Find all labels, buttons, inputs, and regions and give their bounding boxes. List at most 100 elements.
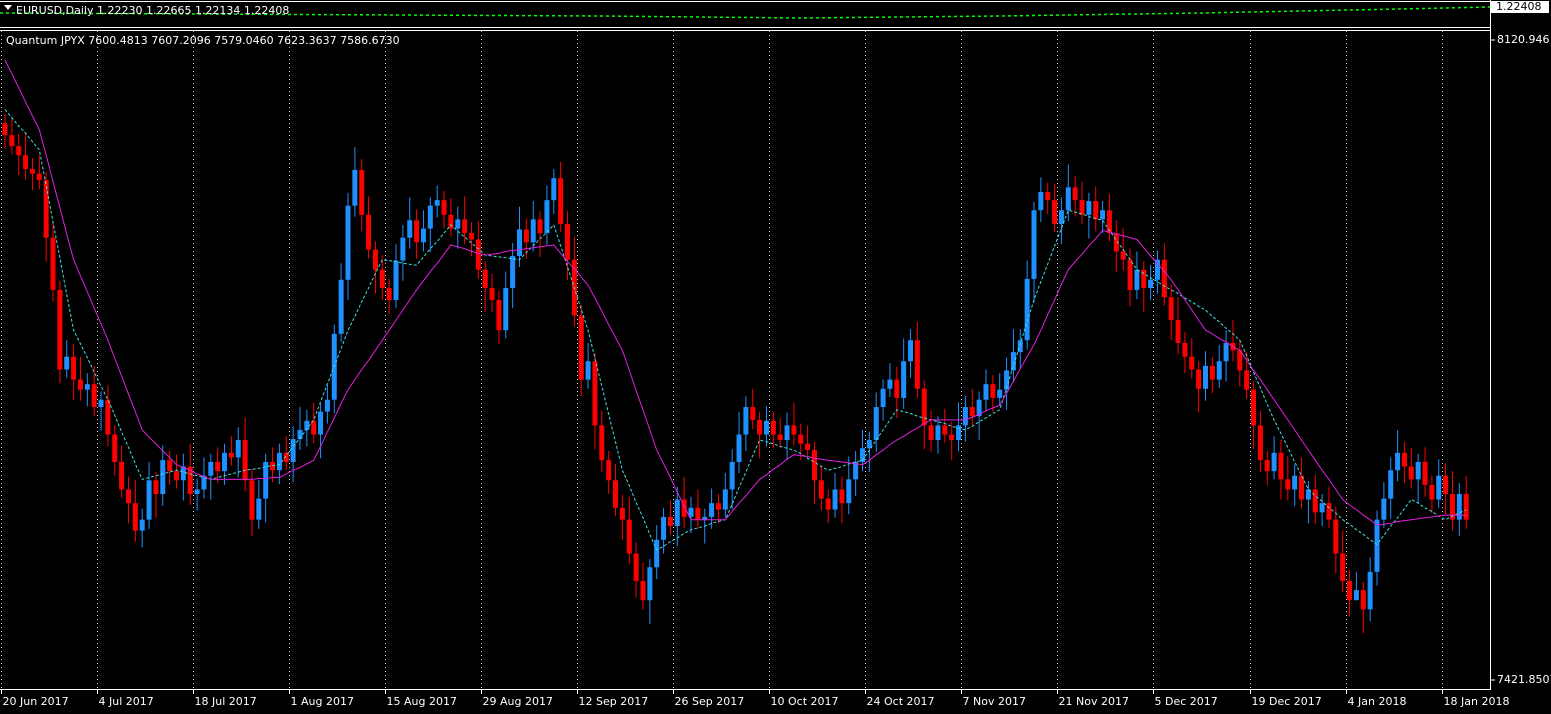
candle-body — [448, 214, 454, 229]
candle-body — [1367, 571, 1373, 610]
candle-body — [208, 461, 214, 476]
candle-body — [695, 507, 701, 520]
candle-body — [626, 519, 632, 554]
candle-body — [1415, 461, 1421, 480]
candle-body — [352, 169, 358, 206]
candle-body — [318, 411, 324, 435]
candle-body — [455, 219, 461, 229]
candle-body — [873, 407, 879, 441]
candle-body — [496, 299, 502, 331]
candle-body — [811, 450, 817, 481]
candle-body — [276, 452, 282, 471]
candle-body — [1374, 519, 1380, 572]
candle-body — [366, 214, 372, 250]
candle-body — [1106, 210, 1112, 234]
candle-body — [84, 384, 90, 390]
candle-body — [1209, 365, 1215, 380]
x-tick-label: 4 Jul 2017 — [99, 695, 154, 708]
candle-body — [709, 503, 715, 517]
candle-body — [880, 388, 886, 408]
candle-body — [324, 399, 330, 412]
candle-body — [846, 479, 852, 504]
moving-average-line — [4, 59, 1467, 526]
candle-body — [1436, 475, 1442, 500]
candle-body — [304, 420, 310, 430]
candle-body — [2, 123, 8, 136]
x-tick-label: 18 Jul 2017 — [195, 695, 257, 708]
y-tick-label: 7421.8507 — [1497, 673, 1551, 686]
candle-body — [187, 466, 193, 495]
candle-body — [43, 180, 49, 238]
candle-body — [688, 507, 694, 517]
candle-body — [640, 580, 646, 601]
candle-body — [1388, 470, 1394, 499]
candle-body — [1100, 210, 1106, 220]
candle-body — [1305, 489, 1311, 500]
candle-body — [1052, 200, 1058, 224]
candle-body — [702, 516, 708, 520]
candle-body — [1381, 498, 1387, 520]
candle-body — [976, 399, 982, 417]
candle-body — [1395, 452, 1401, 471]
candle-body — [1045, 191, 1051, 201]
candle-body — [894, 379, 900, 398]
candle-body — [77, 379, 83, 390]
x-tick-label: 15 Aug 2017 — [387, 695, 457, 708]
candle-body — [228, 452, 234, 458]
candle-body — [1038, 191, 1044, 211]
candle-body — [160, 460, 166, 495]
candle-body — [537, 219, 543, 234]
candle-body — [64, 356, 70, 370]
candle-body — [1182, 342, 1188, 357]
candle-body — [921, 388, 927, 426]
candle-body — [551, 178, 557, 201]
candle-body — [1161, 259, 1167, 298]
candle-body — [36, 173, 42, 181]
candle-body — [523, 229, 529, 243]
candle-body — [1347, 580, 1353, 601]
candle-body — [860, 448, 865, 462]
candle-body — [647, 567, 653, 601]
price-tag: 1.22408 — [1496, 0, 1542, 13]
candle-body — [270, 461, 276, 471]
candle-body — [1148, 279, 1154, 289]
candle-body — [757, 419, 763, 435]
candle-body — [1113, 233, 1119, 252]
candle-body — [1340, 553, 1346, 581]
candle-body — [468, 233, 474, 240]
candle-body — [345, 205, 351, 280]
candle-body — [942, 425, 948, 435]
candle-body — [729, 461, 735, 490]
candle-body — [1422, 461, 1428, 485]
candle-body — [619, 507, 625, 520]
candle-body — [1058, 210, 1064, 224]
candle-body — [462, 219, 468, 234]
candle-body — [1086, 201, 1092, 215]
candle-body — [1216, 361, 1222, 380]
x-tick-label: 7 Nov 2017 — [963, 695, 1026, 708]
candle-body — [201, 475, 207, 490]
candle-body — [1264, 460, 1270, 472]
candle-body — [9, 135, 15, 147]
candle-body — [914, 340, 920, 389]
candle-body — [386, 288, 392, 300]
candle-body — [1168, 297, 1174, 321]
x-tick-label: 21 Nov 2017 — [1059, 695, 1129, 708]
candle-body — [489, 288, 495, 300]
candle-body — [1463, 494, 1469, 520]
candle-body — [990, 384, 996, 398]
candle-body — [50, 237, 56, 290]
candle-body — [91, 384, 97, 408]
candle-body — [16, 146, 22, 156]
candle-body — [235, 440, 241, 458]
x-tick-label: 18 Jan 2018 — [1444, 695, 1510, 708]
candle-body — [1278, 452, 1284, 480]
eurusd-line — [0, 6, 1491, 19]
candle-body — [283, 452, 289, 462]
candle-body — [997, 389, 1003, 398]
candle-body — [908, 340, 914, 362]
candle-body — [407, 220, 413, 238]
candle-body — [825, 498, 831, 510]
candle-body — [1429, 484, 1435, 500]
candle-body — [585, 361, 591, 380]
